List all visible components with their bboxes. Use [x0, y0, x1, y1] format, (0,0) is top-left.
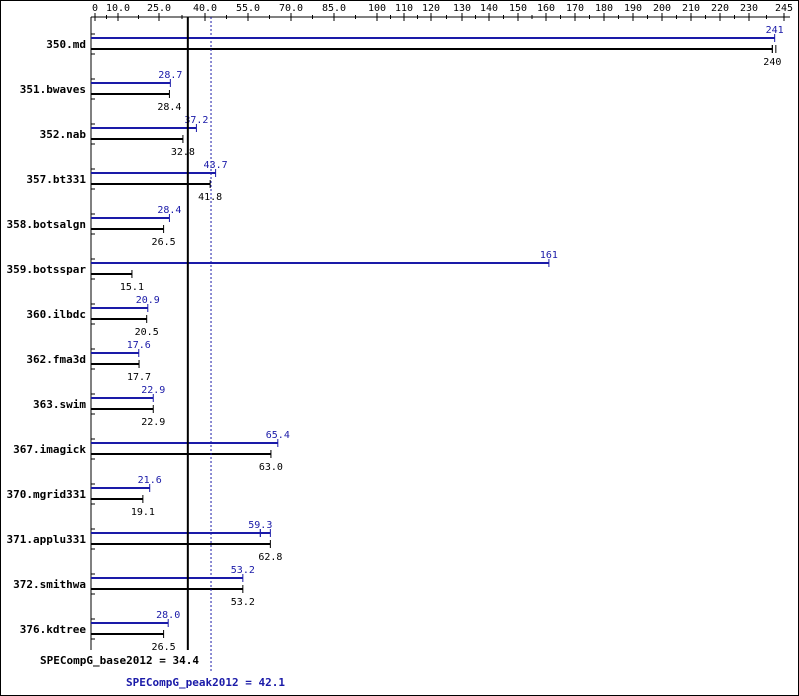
- x-tick-label: 140: [480, 3, 498, 14]
- benchmark-rows: 350.md 241 240 351.bwaves 28.7 28.4 352.nab 37.…: [7, 25, 784, 653]
- peak-value-label: 22.9: [141, 385, 165, 396]
- benchmark-label: 363.swim: [33, 398, 86, 411]
- peak-value-label: 28.0: [156, 610, 180, 621]
- base-value-label: 63.0: [259, 462, 283, 473]
- base-value-label: 26.5: [152, 237, 176, 248]
- x-tick-label: 210: [682, 3, 700, 14]
- peak-value-label: 43.7: [204, 160, 228, 171]
- x-tick-label: 55.0: [236, 3, 260, 14]
- base-value-label: 53.2: [231, 597, 255, 608]
- base-value-label: 240: [763, 57, 781, 68]
- benchmark-label: 352.nab: [40, 128, 87, 141]
- benchmark-label: 371.applu331: [7, 533, 87, 546]
- base-value-label: 28.4: [157, 102, 181, 113]
- base-value-label: 19.1: [131, 507, 155, 518]
- peak-value-label: 161: [540, 250, 558, 261]
- peak-value-label: 28.7: [158, 70, 182, 81]
- benchmark-row: 372.smithwa 53.2 53.2: [13, 565, 255, 608]
- x-tick-label: 200: [653, 3, 671, 14]
- x-tick-label: 230: [740, 3, 758, 14]
- benchmark-label: 376.kdtree: [20, 623, 87, 636]
- x-tick-label: 85.0: [322, 3, 346, 14]
- benchmark-label: 372.smithwa: [13, 578, 86, 591]
- x-tick-label: 190: [624, 3, 642, 14]
- peak-value-label: 21.6: [138, 475, 162, 486]
- base-value-label: 62.8: [258, 552, 282, 563]
- benchmark-row: 350.md 241 240: [46, 25, 783, 68]
- x-tick-label: 160: [537, 3, 555, 14]
- benchmark-row: 376.kdtree 28.0 26.5: [20, 610, 180, 653]
- benchmark-row: 370.mgrid331 21.6 19.1: [7, 475, 162, 518]
- x-tick-label: 25.0: [147, 3, 171, 14]
- base-value-label: 32.8: [171, 147, 195, 158]
- benchmark-row: 352.nab 37.2 32.8: [40, 115, 209, 158]
- benchmark-label: 367.imagick: [13, 443, 86, 456]
- summary-peak-label: SPECompG_peak2012 = 42.1: [126, 676, 285, 689]
- peak-value-label: 20.9: [136, 295, 160, 306]
- base-value-label: 20.5: [135, 327, 159, 338]
- benchmark-label: 358.botsalgn: [7, 218, 86, 231]
- peak-value-label: 241: [766, 25, 784, 36]
- base-value-label: 26.5: [152, 642, 176, 653]
- benchmark-row: 351.bwaves 28.7 28.4: [20, 70, 183, 113]
- base-value-label: 15.1: [120, 282, 144, 293]
- x-tick-label: 0: [92, 3, 98, 14]
- benchmark-label: 359.botsspar: [7, 263, 87, 276]
- peak-value-label: 17.6: [127, 340, 151, 351]
- x-tick-label: 40.0: [193, 3, 217, 14]
- base-value-label: 17.7: [127, 372, 151, 383]
- x-tick-label: 110: [395, 3, 413, 14]
- base-value-label: 22.9: [141, 417, 165, 428]
- benchmark-row: 362.fma3d 17.6 17.7: [26, 340, 151, 383]
- x-tick-label: 150: [509, 3, 527, 14]
- benchmark-label: 357.bt331: [26, 173, 86, 186]
- peak-value-label: 65.4: [266, 430, 290, 441]
- benchmark-row: 363.swim 22.9 22.9: [33, 385, 165, 428]
- summary-base-label: SPECompG_base2012 = 34.4: [40, 654, 199, 667]
- benchmark-label: 370.mgrid331: [7, 488, 87, 501]
- peak-value-label: 53.2: [231, 565, 255, 576]
- benchmark-row: 367.imagick 65.4 63.0: [13, 430, 290, 473]
- benchmark-label: 351.bwaves: [20, 83, 86, 96]
- base-value-label: 41.8: [198, 192, 222, 203]
- x-tick-label: 245: [775, 3, 793, 14]
- benchmark-row: 371.applu331 59.3 62.8: [7, 520, 283, 563]
- x-tick-label: 100: [368, 3, 386, 14]
- reference-lines: [186, 17, 212, 672]
- peak-value-label: 28.4: [157, 205, 181, 216]
- x-tick-label: 120: [422, 3, 440, 14]
- benchmark-row: 360.ilbdc 20.9 20.5: [26, 295, 159, 338]
- benchmark-row: 357.bt331 43.7 41.8: [26, 160, 227, 203]
- x-tick-label: 180: [595, 3, 613, 14]
- x-tick-label: 70.0: [279, 3, 303, 14]
- benchmark-label: 362.fma3d: [26, 353, 86, 366]
- benchmark-label: 350.md: [46, 38, 86, 51]
- peak-value-label: 59.3: [248, 520, 272, 531]
- x-tick-label: 220: [711, 3, 729, 14]
- benchmark-label: 360.ilbdc: [26, 308, 86, 321]
- peak-value-label: 37.2: [184, 115, 208, 126]
- x-axis: 0 10.0 25.0 40.0 55.0 70.0 85.0 100 110 120 130 140…: [90, 3, 793, 650]
- x-tick-label: 130: [453, 3, 471, 14]
- x-tick-label: 10.0: [106, 3, 130, 14]
- benchmark-row: 358.botsalgn 28.4 26.5: [7, 205, 182, 248]
- benchmark-row: 359.botsspar 161 15.1: [7, 250, 558, 293]
- x-tick-label: 170: [566, 3, 584, 14]
